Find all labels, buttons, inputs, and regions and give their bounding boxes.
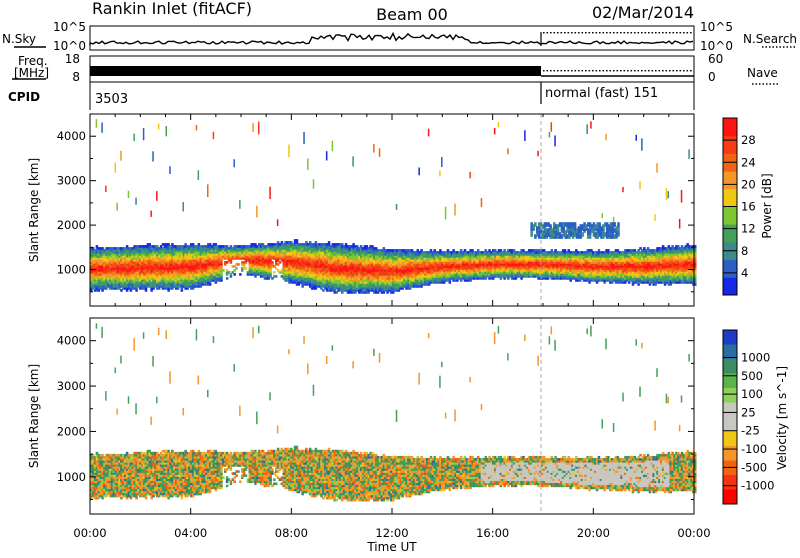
xaxis-label: Time UT [366,540,417,554]
y-tick-label: 4000 [57,129,86,143]
cpid-segment-1: 3503 [95,92,128,107]
velocity-colorbar-tick: -500 [741,460,767,474]
freq-left-tick-bottom: 8 [72,70,80,84]
velocity-colorbar-tick: -1000 [741,479,774,493]
nave-right-tick-top: 60 [708,52,723,66]
freq-panel: Freq. [MHz] 18 8 60 0 Nave [12,52,778,84]
nsky-label: N.Sky [2,32,36,46]
x-tick-label: 00:00 [73,526,106,540]
power-colorbar-tick: 8 [741,244,748,258]
nsearch-trace [543,32,692,33]
y-tick-label: 4000 [57,334,86,348]
nsky-right-tick-bottom: 10^0 [700,39,733,53]
power-colorbar-swatch [723,207,737,225]
x-tick-label: 00:00 [677,526,710,540]
y-tick-label: 1000 [57,263,86,277]
x-tick-label: 16:00 [476,526,509,540]
nsky-panel: N.Sky 10^5 10^0 10^5 10^0 N.Search [2,20,797,53]
x-tick-label: 04:00 [174,526,207,540]
power-colorbar-tick: 16 [741,200,756,214]
beam-title: Beam 00 [376,5,448,24]
cpid-segment-2: normal (fast) 151 [545,86,658,101]
power-colorbar-swatch [723,136,737,154]
velocity-colorbar-swatch [723,461,737,476]
power-colorbar: 4 8 12 16 20 24 28 Power [dB] [723,118,774,296]
velocity-colorbar-swatch [723,388,737,403]
velocity-colorbar-tick: 100 [741,387,763,401]
velocity-colorbar: 1000 500 100 25 -25 -100 -500 -1000 Velocity [m… [723,330,789,505]
velocity-colorbar-swatch [723,403,737,418]
nave-label: Nave [747,66,778,80]
y-tick-label: 2000 [57,218,86,232]
nsky-left-tick-top: 10^5 [53,20,86,34]
power-colorbar-label: Power [dB] [760,173,774,238]
velocity-colorbar-swatch [723,490,737,505]
freq-label-line2: [MHz] [14,66,49,80]
velocity-ylabel: Slant Range [km] [27,364,41,468]
power-colorbar-swatch [723,277,737,295]
cpid-panel: CPID 3503 normal (fast) 151 [8,82,694,110]
velocity-colorbar-tick: 25 [741,405,756,419]
nsky-left-tick-bottom: 10^0 [53,39,86,53]
x-tick-label: 20:00 [577,526,610,540]
velocity-colorbar-swatch [723,359,737,374]
power-colorbar-tick: 4 [741,266,748,280]
power-colorbar-tick: 12 [741,222,756,236]
freq-left-tick-top: 18 [65,52,80,66]
velocity-colorbar-tick: 1000 [741,350,770,364]
velocity-panel: 1000 2000 3000 4000 00:00 04:00 08:00 12:00 16:… [27,318,711,554]
power-colorbar-tick: 20 [741,177,756,191]
velocity-colorbar-swatch [723,330,737,345]
velocity-colorbar-swatch [723,432,737,447]
power-colorbar-swatch [723,189,737,207]
nsky-trace [90,32,693,46]
y-tick-label: 1000 [57,470,86,484]
y-tick-label: 3000 [57,174,86,188]
velocity-colorbar-swatch [723,417,737,432]
y-tick-label: 3000 [57,379,86,393]
nave-right-tick-bottom: 0 [708,70,716,84]
x-tick-label: 12:00 [375,526,408,540]
date-title: 02/Mar/2014 [592,3,694,22]
velocity-colorbar-label: Velocity [m s^-1] [775,366,789,470]
power-ylabel: Slant Range [km] [27,158,41,262]
y-tick-label: 2000 [57,424,86,438]
power-colorbar-tick: 24 [741,155,756,169]
velocity-colorbar-tick: 500 [741,369,763,383]
velocity-colorbar-swatch [723,475,737,490]
power-colorbar-swatch [723,224,737,242]
power-colorbar-swatch [723,118,737,136]
nave-trace [543,70,692,71]
cpid-label: CPID [8,90,40,104]
x-tick-label: 08:00 [275,526,308,540]
nsearch-label: N.Search [743,32,797,46]
power-colorbar-swatch [723,260,737,278]
nsky-right-tick-top: 10^5 [700,20,733,34]
velocity-colorbar-swatch [723,446,737,461]
power-colorbar-tick: 28 [741,133,756,147]
power-colorbar-swatch [723,171,737,189]
velocity-colorbar-tick: -25 [741,424,760,438]
station-title: Rankin Inlet (fitACF) [92,0,252,18]
velocity-colorbar-tick: -100 [741,442,767,456]
